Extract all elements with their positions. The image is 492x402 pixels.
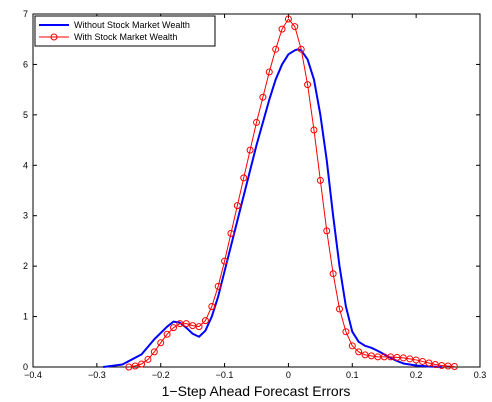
series-marker-2 xyxy=(419,357,427,365)
series-marker-2 xyxy=(240,174,248,182)
x-tick-label: 0.1 xyxy=(346,370,359,380)
series-marker-2 xyxy=(412,356,420,364)
legend-label-2: With Stock Market Wealth xyxy=(74,32,177,42)
series-marker-2 xyxy=(208,302,216,310)
series-marker-2 xyxy=(406,355,414,363)
series-marker-2 xyxy=(189,322,197,330)
x-tick-label: −0.3 xyxy=(88,370,106,380)
series-marker-2 xyxy=(291,23,299,31)
series-marker-2 xyxy=(361,351,369,359)
series-marker-2 xyxy=(336,305,344,313)
series-marker-2 xyxy=(163,330,171,338)
legend-label-1: Without Stock Market Wealth xyxy=(74,20,190,30)
series-marker-2 xyxy=(272,45,280,53)
series-marker-2 xyxy=(284,15,292,23)
series-marker-2 xyxy=(348,342,356,350)
y-tick-label: 0 xyxy=(23,362,28,372)
y-tick-label: 7 xyxy=(23,9,28,19)
series-marker-2 xyxy=(355,348,363,356)
series-marker-2 xyxy=(297,45,305,53)
x-tick-label: 0.2 xyxy=(410,370,423,380)
series-marker-2 xyxy=(131,362,139,370)
x-axis-title: 1−Step Ahead Forecast Errors xyxy=(162,383,351,399)
series-marker-2 xyxy=(367,352,375,360)
series-marker-2 xyxy=(246,146,254,154)
series-marker-2 xyxy=(329,270,337,278)
x-tick-label: 0.3 xyxy=(474,370,487,380)
y-tick-label: 4 xyxy=(23,160,28,170)
series-marker-2 xyxy=(221,257,229,265)
series-marker-2 xyxy=(450,362,458,370)
x-tick-label: 0 xyxy=(286,370,291,380)
series-marker-2 xyxy=(125,363,133,371)
series-marker-2 xyxy=(323,227,331,235)
x-tick-label: −0.2 xyxy=(152,370,170,380)
y-tick-label: 6 xyxy=(23,59,28,69)
y-tick-label: 5 xyxy=(23,110,28,120)
axis-ticks: −0.4 −0.3 −0.2 −0.1 0 0.1 0.2 0.3 0 1 2 3 4 5 6 7 xyxy=(23,9,486,380)
legend: Without Stock Market Wealth With Stock Ma… xyxy=(34,15,216,47)
series-marker-2 xyxy=(259,93,267,101)
series-layer xyxy=(103,15,458,371)
series-marker-2 xyxy=(201,317,209,325)
series-marker-2 xyxy=(304,81,312,89)
series-marker-2 xyxy=(431,360,439,368)
series-marker-2 xyxy=(138,360,146,368)
series-marker-2 xyxy=(169,324,177,332)
series-marker-2 xyxy=(195,323,203,331)
legend-box xyxy=(34,15,216,47)
y-tick-label: 3 xyxy=(23,211,28,221)
plot-area xyxy=(32,13,481,368)
x-tick-label: −0.4 xyxy=(24,370,42,380)
series-marker-2 xyxy=(150,348,158,356)
series-marker-2 xyxy=(425,359,433,367)
series-marker-2 xyxy=(278,25,286,33)
series-marker-2 xyxy=(342,328,350,336)
series-marker-2 xyxy=(227,229,235,237)
series-marker-2 xyxy=(182,320,190,328)
series-marker-2 xyxy=(253,118,260,126)
x-tick-label: −0.1 xyxy=(216,370,234,380)
series-marker-2 xyxy=(233,202,241,210)
legend-marker-2 xyxy=(50,33,58,41)
series-marker-2 xyxy=(310,126,318,134)
series-marker-2 xyxy=(214,282,222,290)
series-line-1 xyxy=(103,48,442,368)
series-marker-2 xyxy=(157,339,165,347)
series-marker-2 xyxy=(316,176,324,184)
series-marker-2 xyxy=(399,354,407,362)
series-marker-2 xyxy=(144,355,152,363)
y-tick-label: 1 xyxy=(23,312,28,322)
y-tick-label: 2 xyxy=(23,261,28,271)
series-marker-2 xyxy=(265,68,273,76)
